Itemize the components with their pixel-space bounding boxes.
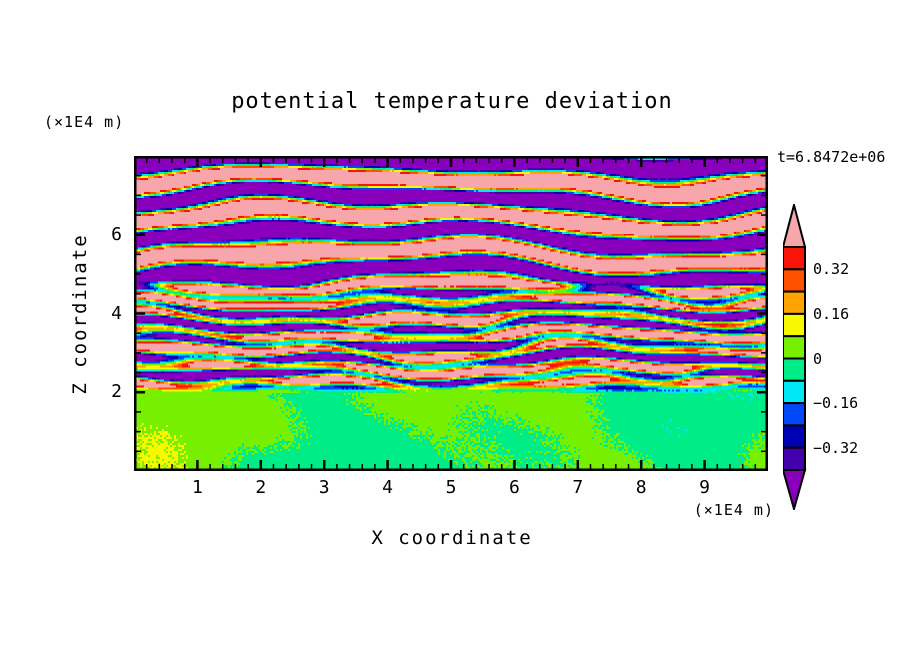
colorbar-segment [782, 424, 806, 449]
x-tick-label: 6 [508, 477, 520, 498]
colorbar-tick-label: 0.16 [813, 304, 850, 323]
contour-plot [134, 156, 768, 471]
colorbar-segment [782, 290, 806, 315]
colorbar-tick-label: −0.16 [813, 394, 859, 413]
colorbar-segment [782, 268, 806, 293]
time-annotation: t=6.8472e+06 [777, 148, 886, 166]
colorbar-segment [782, 246, 806, 271]
z-tick-label: 2 [111, 381, 122, 403]
x-axis-title: X coordinate [371, 527, 533, 549]
x-tick-label: 7 [572, 477, 584, 498]
colorbar-tick-label: −0.32 [813, 438, 859, 457]
colorbar-bar [781, 201, 807, 513]
x-axis-unit-label: (×1E4 m) [693, 501, 774, 519]
contour-canvas [134, 156, 768, 471]
colorbar-segment [782, 312, 806, 338]
colorbar-under-arrow [781, 469, 807, 513]
x-tick-label: 9 [699, 477, 711, 498]
x-tick-label: 5 [445, 477, 457, 498]
colorbar-tick-label: 0.32 [813, 260, 850, 279]
x-tick-label: 4 [382, 477, 394, 498]
x-tick-label: 8 [635, 477, 647, 498]
colorbar: 0.32 0.16 0 −0.16 −0.32 [781, 201, 904, 513]
x-tick-label: 1 [191, 477, 203, 498]
colorbar-segment [782, 402, 806, 427]
plot-frame [134, 156, 768, 471]
colorbar-segment [782, 446, 806, 471]
plot-border [134, 156, 768, 471]
z-axis-unit-label: (×1E4 m) [44, 113, 125, 131]
colorbar-segment [782, 357, 806, 382]
colorbar-over-arrow [781, 201, 807, 248]
z-axis-title: Z coordinate [69, 233, 91, 395]
colorbar-segment [782, 335, 806, 360]
chart-title: potential temperature deviation [231, 89, 673, 114]
z-tick-label: 6 [111, 223, 122, 245]
z-tick-label: 4 [111, 302, 122, 324]
x-tick-label: 3 [318, 477, 330, 498]
colorbar-segment [782, 379, 806, 405]
x-tick-label: 2 [255, 477, 267, 498]
colorbar-tick-label: 0 [813, 349, 823, 368]
